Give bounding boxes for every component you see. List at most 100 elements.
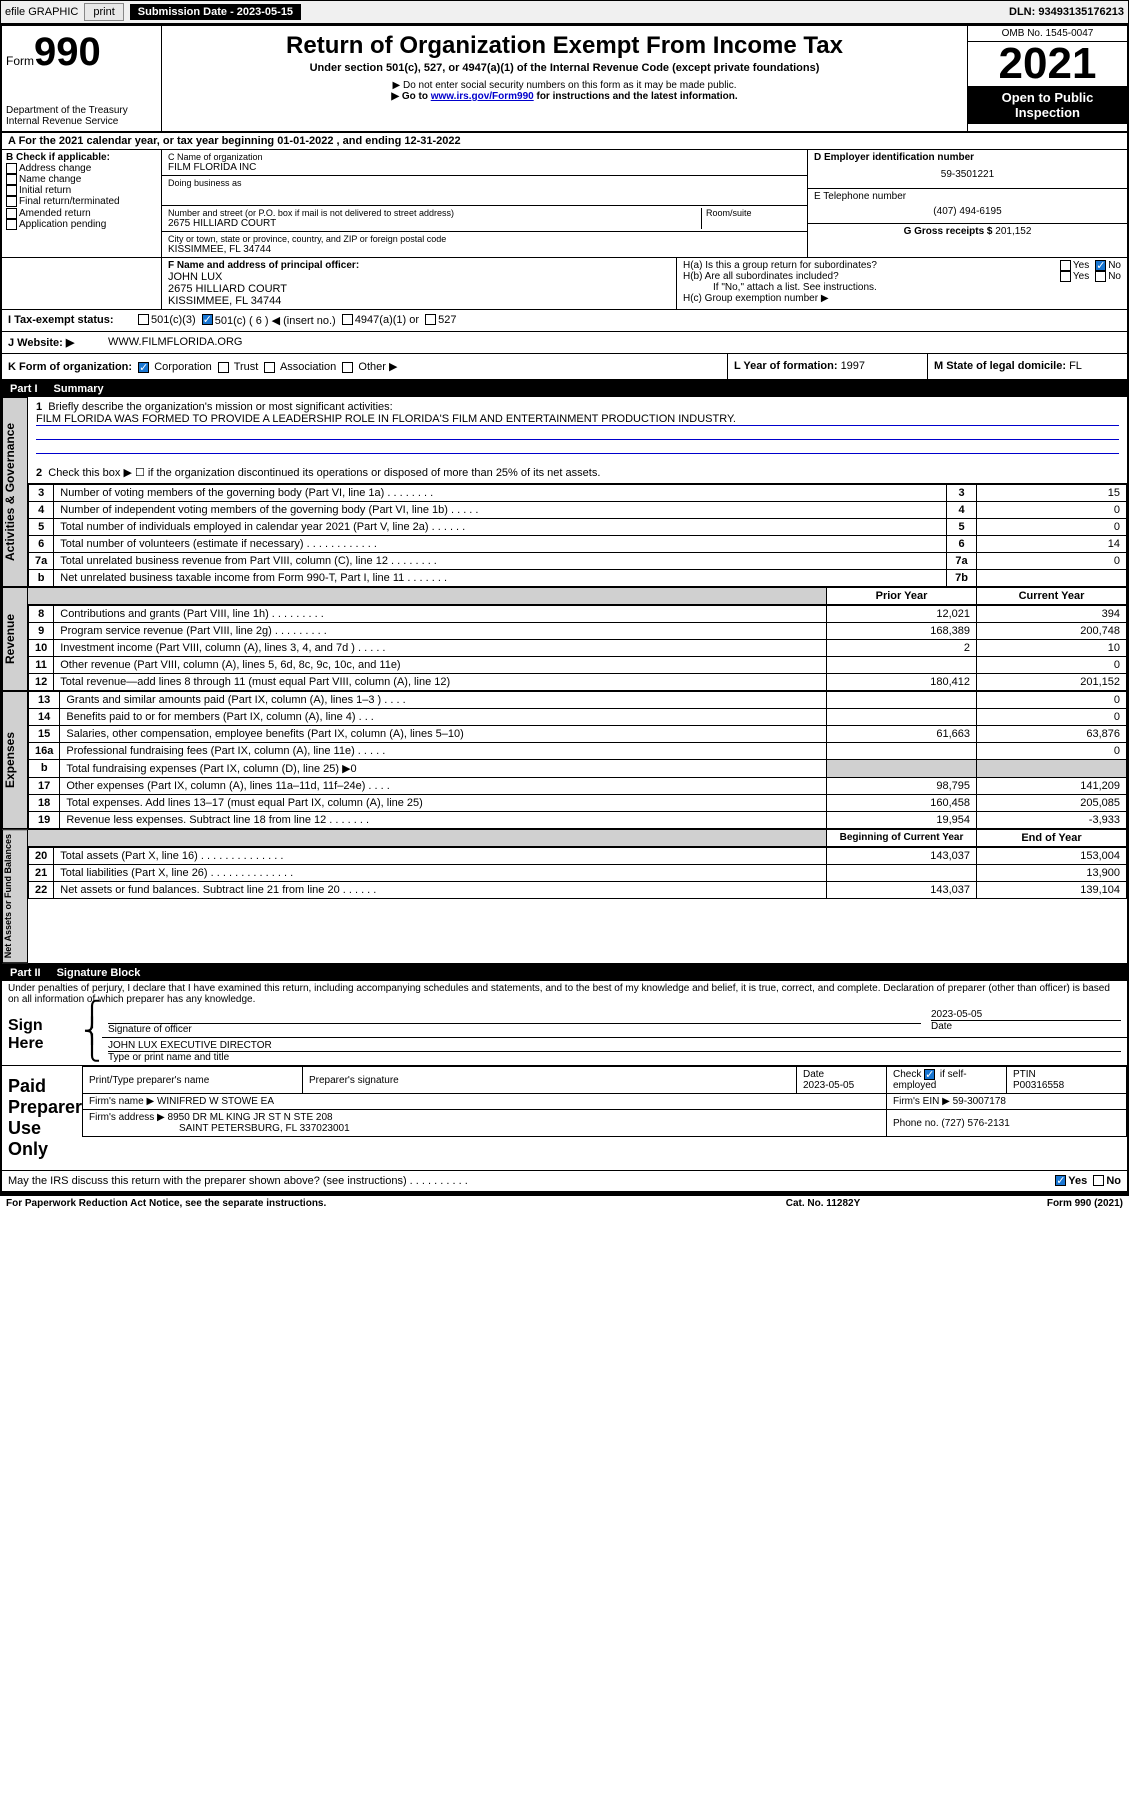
- summary-net-table: 20Total assets (Part X, line 16) . . . .…: [28, 847, 1127, 899]
- org-name: FILM FLORIDA INC: [168, 162, 801, 173]
- header-left: Form990 Department of the Treasury Inter…: [2, 26, 162, 131]
- chk-final: Final return/terminated: [19, 197, 120, 208]
- footer-mid: Cat. No. 11282Y: [723, 1198, 923, 1209]
- c-name-label: C Name of organization: [168, 152, 801, 162]
- tax-year: 2021: [968, 42, 1127, 86]
- g-label: G Gross receipts $: [904, 226, 996, 237]
- sig-date: 2023-05-05: [931, 1009, 1121, 1020]
- header-mid: Return of Organization Exempt From Incom…: [162, 26, 967, 131]
- efile-label: efile GRAPHIC: [5, 6, 78, 18]
- vlabel-gov: Activities & Governance: [2, 397, 28, 587]
- section-bcde: B Check if applicable: Address change Na…: [2, 150, 1127, 258]
- ein: 59-3501221: [814, 163, 1121, 186]
- page-footer: For Paperwork Reduction Act Notice, see …: [0, 1195, 1129, 1211]
- line-klm: K Form of organization: Corporation Trus…: [2, 354, 1127, 381]
- summary-rev: Revenue Prior YearCurrent Year 8Contribu…: [2, 587, 1127, 691]
- type-label: Type or print name and title: [108, 1051, 1121, 1063]
- paid-prep-label: Paid Preparer Use Only: [2, 1066, 82, 1170]
- form-number: 990: [34, 30, 101, 74]
- gross-receipts: 201,152: [995, 226, 1031, 237]
- summary-rev-table: 8Contributions and grants (Part VIII, li…: [28, 605, 1127, 691]
- footer-left: For Paperwork Reduction Act Notice, see …: [6, 1198, 723, 1209]
- summary-gov: Activities & Governance 1 Briefly descri…: [2, 397, 1127, 587]
- print-button[interactable]: print: [84, 3, 123, 21]
- chk-name: Name change: [19, 174, 81, 185]
- part2-header: Part II Signature Block: [2, 965, 1127, 981]
- note-ssn: ▶ Do not enter social security numbers o…: [170, 80, 959, 91]
- firm-addr2: SAINT PETERSBURG, FL 337023001: [89, 1123, 350, 1134]
- q2: Check this box ▶ ☐ if the organization d…: [48, 467, 600, 479]
- line-j: J Website: ▶ WWW.FILMFLORIDA.ORG: [2, 332, 1127, 354]
- c-addr-label: Number and street (or P.O. box if mail i…: [168, 208, 701, 218]
- c-dba-label: Doing business as: [168, 178, 801, 188]
- summary-net: Net Assets or Fund Balances Beginning of…: [2, 829, 1127, 965]
- goto-post: for instructions and the latest informat…: [534, 91, 738, 102]
- sign-here-row: Sign Here ⎧⎨⎩ Signature of officer 2023-…: [2, 1007, 1127, 1066]
- box-b-label: B Check if applicable:: [6, 152, 157, 163]
- j-label: J Website: ▶: [8, 336, 108, 349]
- mission-text: FILM FLORIDA WAS FORMED TO PROVIDE A LEA…: [36, 413, 1119, 426]
- d-label: D Employer identification number: [814, 152, 1121, 163]
- vlabel-exp: Expenses: [2, 691, 28, 829]
- net-header-table: Beginning of Current YearEnd of Year: [28, 829, 1127, 847]
- box-b: B Check if applicable: Address change Na…: [2, 150, 162, 257]
- discuss-text: May the IRS discuss this return with the…: [8, 1175, 1055, 1187]
- form-header: Form990 Department of the Treasury Inter…: [2, 26, 1127, 133]
- paid-prep-row: Paid Preparer Use Only Print/Type prepar…: [2, 1066, 1127, 1171]
- phone: (407) 494-6195: [814, 202, 1121, 221]
- sig-officer-label: Signature of officer: [108, 1023, 921, 1035]
- form-title: Return of Organization Exempt From Incom…: [170, 32, 959, 60]
- officer-addr1: 2675 HILLIARD COURT: [168, 283, 670, 295]
- top-toolbar: efile GRAPHIC print Submission Date - 20…: [0, 0, 1129, 24]
- rev-header-table: Prior YearCurrent Year: [28, 587, 1127, 605]
- firm-ein: 59-3007178: [953, 1096, 1006, 1107]
- line-a: A For the 2021 calendar year, or tax yea…: [2, 133, 1127, 150]
- f-label: F Name and address of principal officer:: [168, 260, 670, 271]
- penalty-text: Under penalties of perjury, I declare th…: [2, 981, 1127, 1007]
- submission-date: Submission Date - 2023-05-15: [130, 4, 301, 20]
- i-label: I Tax-exempt status:: [8, 314, 138, 327]
- line-i: I Tax-exempt status: 501(c)(3) 501(c) ( …: [2, 310, 1127, 332]
- ha-label: H(a) Is this a group return for subordin…: [683, 260, 1060, 271]
- section-fh: F Name and address of principal officer:…: [2, 258, 1127, 310]
- state-domicile: FL: [1069, 360, 1082, 372]
- chk-initial: Initial return: [19, 185, 71, 196]
- k-label: K Form of organization:: [8, 361, 132, 373]
- dept-treasury: Department of the Treasury: [6, 105, 157, 116]
- c-room-label: Room/suite: [706, 208, 801, 218]
- firm-phone: (727) 576-2131: [941, 1118, 1009, 1129]
- officer-addr2: KISSIMMEE, FL 34744: [168, 295, 670, 307]
- website: WWW.FILMFLORIDA.ORG: [108, 336, 242, 349]
- c-city-label: City or town, state or province, country…: [168, 234, 801, 244]
- box-deg: D Employer identification number 59-3501…: [807, 150, 1127, 257]
- sign-here-label: Sign Here: [2, 1007, 82, 1065]
- footer-right: Form 990 (2021): [923, 1198, 1123, 1209]
- org-city: KISSIMMEE, FL 34744: [168, 244, 801, 255]
- form-subtitle: Under section 501(c), 527, or 4947(a)(1)…: [170, 62, 959, 74]
- q1: Briefly describe the organization's miss…: [48, 401, 392, 413]
- chk-address: Address change: [19, 163, 91, 174]
- e-label: E Telephone number: [814, 191, 1121, 202]
- firm-addr1: 8950 DR ML KING JR ST N STE 208: [168, 1112, 333, 1123]
- summary-exp: Expenses 13Grants and similar amounts pa…: [2, 691, 1127, 829]
- irs-link[interactable]: www.irs.gov/Form990: [431, 91, 534, 102]
- form-outer: Form990 Department of the Treasury Inter…: [0, 24, 1129, 1195]
- dln: DLN: 93493135176213: [1009, 6, 1124, 18]
- hc-label: H(c) Group exemption number ▶: [683, 293, 1121, 304]
- officer-name-title: JOHN LUX EXECUTIVE DIRECTOR: [108, 1040, 1121, 1051]
- vlabel-net: Net Assets or Fund Balances: [2, 829, 28, 963]
- open-inspection: Open to Public Inspection: [968, 86, 1127, 124]
- hb-note: If "No," attach a list. See instructions…: [683, 282, 1121, 293]
- chk-pending: Application pending: [19, 219, 106, 230]
- ptin: P00316558: [1013, 1080, 1064, 1091]
- box-c: C Name of organization FILM FLORIDA INC …: [162, 150, 807, 257]
- officer-name: JOHN LUX: [168, 271, 670, 283]
- sig-date-label: Date: [931, 1020, 1121, 1032]
- vlabel-rev: Revenue: [2, 587, 28, 691]
- self-employed-check: Check if self-employed: [893, 1069, 967, 1091]
- summary-top-table: 3Number of voting members of the governi…: [28, 484, 1127, 587]
- goto-pre: ▶ Go to: [391, 91, 430, 102]
- firm-name: WINIFRED W STOWE EA: [157, 1096, 274, 1107]
- irs-label: Internal Revenue Service: [6, 116, 157, 127]
- chk-amended: Amended return: [19, 208, 91, 219]
